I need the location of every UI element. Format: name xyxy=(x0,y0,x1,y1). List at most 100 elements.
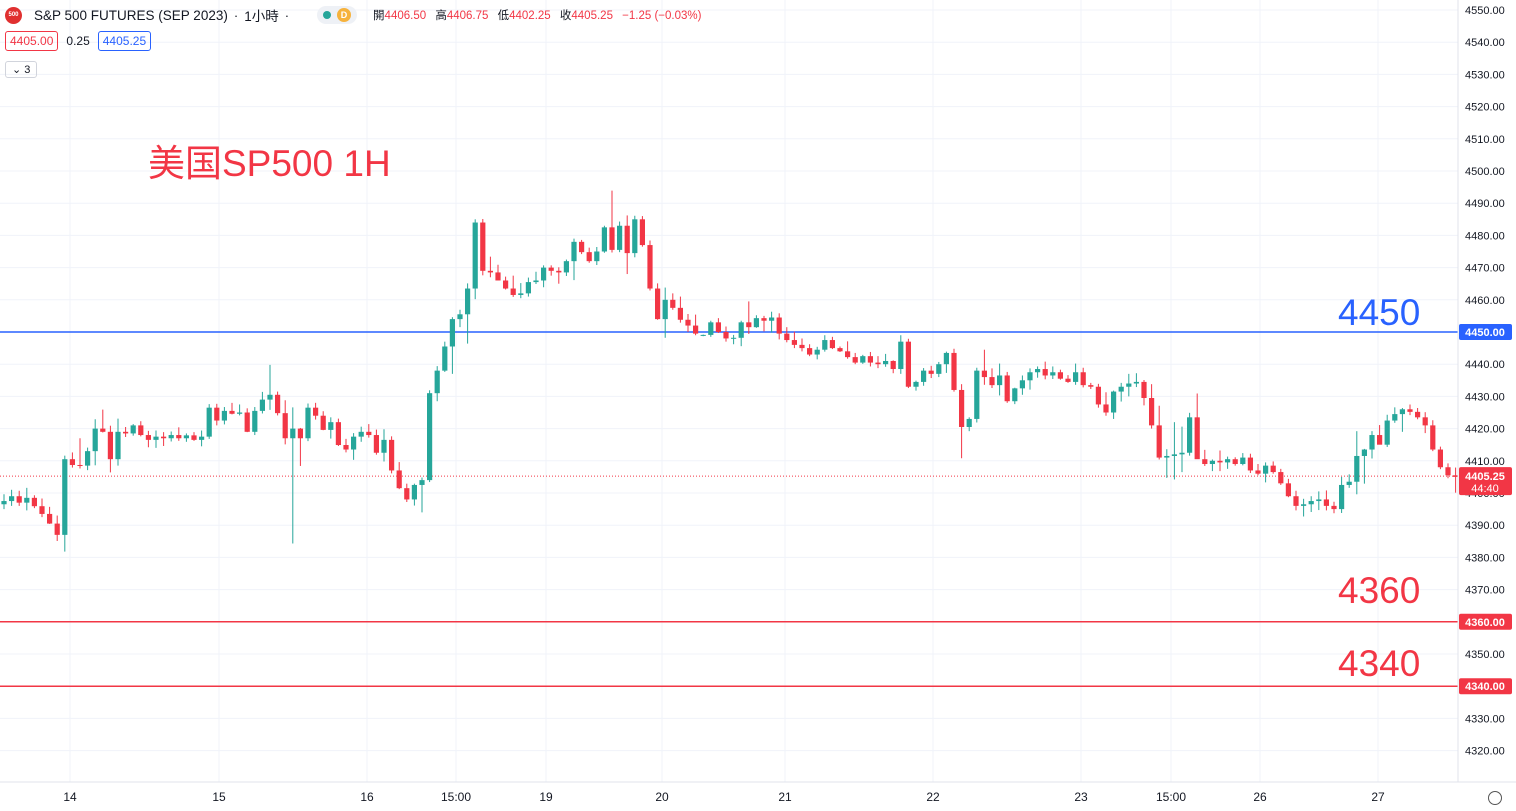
candle xyxy=(221,407,227,425)
price-tick-label: 4380.00 xyxy=(1465,552,1505,564)
candle-body xyxy=(1354,455,1360,482)
candle xyxy=(974,367,980,423)
candle xyxy=(753,315,759,328)
candle xyxy=(472,219,478,300)
candle xyxy=(791,331,797,349)
candle xyxy=(130,424,136,436)
settings-gear-icon[interactable] xyxy=(1488,791,1502,805)
candle xyxy=(769,311,775,333)
indicators-toggle-button[interactable]: ⌄ 3 xyxy=(5,61,38,78)
interval-label[interactable]: 1小時 xyxy=(244,9,279,24)
candle-body xyxy=(206,407,212,437)
candle-body xyxy=(548,267,554,271)
market-open-icon xyxy=(323,11,332,19)
candle-body xyxy=(571,241,577,262)
candle-body xyxy=(259,399,265,411)
candle xyxy=(1095,383,1101,408)
candle xyxy=(571,238,577,281)
time-axis[interactable]: 14 15 16 15:00 19 20 21 22 23 15:00 26 27 xyxy=(63,790,1385,804)
candle-body xyxy=(39,506,45,514)
market-status[interactable]: D xyxy=(317,6,358,24)
candle xyxy=(1331,501,1337,514)
candle-body xyxy=(176,435,182,439)
candle-body xyxy=(829,340,835,349)
candle xyxy=(601,225,607,253)
candle-body xyxy=(647,245,653,289)
candle-body xyxy=(1217,460,1223,463)
candle xyxy=(677,296,683,323)
candle-body xyxy=(9,496,15,502)
candle-body xyxy=(875,362,881,365)
candle xyxy=(921,368,927,386)
candle xyxy=(381,429,387,462)
candle-body xyxy=(1133,381,1139,384)
candle-body xyxy=(1377,435,1383,445)
grid-lines xyxy=(0,0,1458,782)
candle-body xyxy=(237,412,243,414)
candle-body xyxy=(1103,404,1109,413)
candle xyxy=(837,346,843,352)
candle-body xyxy=(358,431,364,437)
candle-body xyxy=(700,334,706,336)
candle-body xyxy=(1240,457,1246,465)
candle-body xyxy=(1255,470,1261,474)
legend-header: 500 S&P 500 FUTURES (SEP 2023) · 1小時 · D… xyxy=(5,5,707,25)
candle xyxy=(290,407,296,544)
candle-body xyxy=(290,428,296,439)
candle-body xyxy=(579,241,585,253)
sell-price-button[interactable]: 4405.00 xyxy=(5,31,59,51)
price-tick-label: 4490.00 xyxy=(1465,198,1505,210)
candle xyxy=(123,426,129,437)
candle xyxy=(1247,453,1253,474)
candle-body xyxy=(221,410,227,421)
candle xyxy=(1369,431,1375,459)
separator: · xyxy=(284,7,290,23)
time-tick-label: 20 xyxy=(655,790,669,804)
candle-body xyxy=(685,319,691,326)
candle-body xyxy=(487,270,493,273)
candle xyxy=(1217,450,1223,472)
candle xyxy=(928,365,934,379)
candle-body xyxy=(814,349,820,355)
level-price-label-bg xyxy=(1459,613,1512,630)
candle xyxy=(883,353,889,367)
symbol-logo[interactable]: 500 xyxy=(5,6,22,24)
candle-body xyxy=(715,322,721,332)
bar-countdown-label: 44:40 xyxy=(1471,483,1499,495)
candle-body xyxy=(693,325,699,334)
price-axis-bg xyxy=(1458,0,1516,782)
candle xyxy=(670,293,676,310)
candle xyxy=(313,402,319,420)
candle xyxy=(1278,468,1284,485)
candle xyxy=(457,309,463,328)
buy-price-button[interactable]: 4405.25 xyxy=(97,31,152,51)
candle-body xyxy=(1202,459,1208,465)
candle xyxy=(997,363,1003,396)
candle-body xyxy=(503,280,509,289)
candle-body xyxy=(731,337,737,339)
candle xyxy=(1316,491,1322,511)
candle-body xyxy=(1392,414,1398,421)
candle-body xyxy=(396,470,402,489)
candle xyxy=(1194,393,1200,460)
candle-body xyxy=(1453,475,1459,477)
candle-body xyxy=(1126,383,1132,387)
symbol-name[interactable]: S&P 500 FUTURES (SEP 2023) xyxy=(34,7,228,23)
candle xyxy=(465,283,471,344)
change-value: −1.25 (−0.03%) xyxy=(622,10,702,22)
candle-body xyxy=(852,357,858,363)
candle xyxy=(449,317,455,374)
candle-body xyxy=(267,394,273,400)
candle xyxy=(1399,407,1405,432)
candle-body xyxy=(860,356,866,363)
candle-body xyxy=(1437,449,1443,468)
candle xyxy=(822,335,828,352)
candle xyxy=(427,390,433,483)
candle-body xyxy=(320,415,326,430)
price-tick-label: 4420.00 xyxy=(1465,424,1505,436)
candle xyxy=(1415,407,1421,420)
candle xyxy=(905,338,911,389)
candle xyxy=(297,427,303,466)
time-tick-label: 16 xyxy=(360,790,374,804)
